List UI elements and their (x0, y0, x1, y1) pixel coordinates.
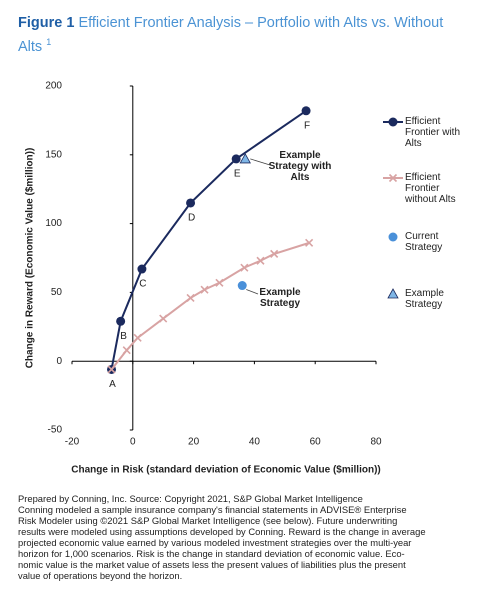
point (186, 198, 196, 208)
point (240, 263, 249, 272)
annotation-leader (246, 289, 259, 295)
title-block: Figure 1 Efficient Frontier Analysis – P… (18, 14, 458, 57)
x-axis-label: Change in Risk (standard deviation of Ec… (71, 465, 381, 476)
point-label: A (109, 379, 116, 390)
y-tick-label: 0 (56, 356, 62, 367)
point (215, 278, 224, 287)
point-label: D (188, 213, 195, 224)
y-axis-label: Change in Reward (Economic Value ($milli… (25, 148, 36, 369)
footnote-line: value of operations beyond the horizon. (18, 570, 183, 581)
legend-label: Example Strategy (405, 288, 444, 310)
point (159, 314, 168, 323)
footnote-line: nomic value is the market value of asset… (18, 559, 406, 570)
point (231, 154, 241, 164)
x-tick-label: -20 (65, 437, 80, 448)
footnote-line: Prepared by Conning, Inc. Source: Copyri… (18, 493, 363, 504)
title-note: 1 (46, 37, 52, 47)
y-tick-label: -50 (48, 425, 63, 436)
legend-marker (387, 288, 399, 299)
footnote-line: Risk Modeler using ©2021 S&P Global Mark… (18, 515, 398, 526)
point (116, 316, 126, 326)
point (256, 256, 265, 265)
figure-label: Figure 1 (18, 15, 75, 31)
annotation-leader (250, 158, 271, 166)
footnote-line: results were modeled using assumptions d… (18, 526, 426, 537)
footnote-line: horizon for 1,000 scenarios. Risk is the… (18, 548, 405, 559)
x-tick-label: 80 (370, 437, 382, 448)
footnote-line: Conning modeled a sample insurance compa… (18, 504, 407, 515)
point-label: B (120, 331, 127, 342)
point (239, 153, 251, 164)
point (237, 281, 247, 291)
point (301, 106, 311, 116)
footnote: Prepared by Conning, Inc. Source: Copyri… (18, 493, 426, 581)
point (305, 238, 314, 247)
footnote-line: projected economic value earned by vario… (18, 537, 412, 548)
y-tick-label: 200 (45, 81, 62, 92)
legend-label: Current Strategy (405, 231, 443, 253)
x-tick-label: 60 (310, 437, 322, 448)
annotation: Example Strategy with Alts (268, 150, 332, 183)
legend-marker (388, 173, 398, 183)
legend-marker (388, 117, 398, 127)
chart-title: Efficient Frontier Analysis – Portfolio … (18, 15, 444, 55)
point (107, 365, 116, 374)
point-label: C (139, 279, 146, 290)
x-tick-label: 40 (249, 437, 261, 448)
y-tick-label: 50 (51, 287, 63, 298)
legend-label: Efficient Frontier with Alts (405, 116, 461, 149)
x-tick-label: 0 (130, 437, 136, 448)
legend-label: Efficient Frontier without Alts (405, 172, 456, 205)
annotation: Example Strategy (259, 287, 301, 309)
point (200, 285, 209, 294)
x-tick-label: 20 (188, 437, 200, 448)
point (270, 249, 279, 258)
y-tick-label: 100 (45, 218, 62, 229)
point (122, 346, 131, 355)
series-line (110, 109, 307, 370)
point (186, 293, 195, 302)
point (133, 333, 142, 342)
point (137, 264, 147, 274)
point-label: E (234, 169, 241, 180)
y-tick-label: 150 (45, 149, 62, 160)
legend-marker (388, 232, 398, 242)
point-label: F (304, 120, 310, 131)
